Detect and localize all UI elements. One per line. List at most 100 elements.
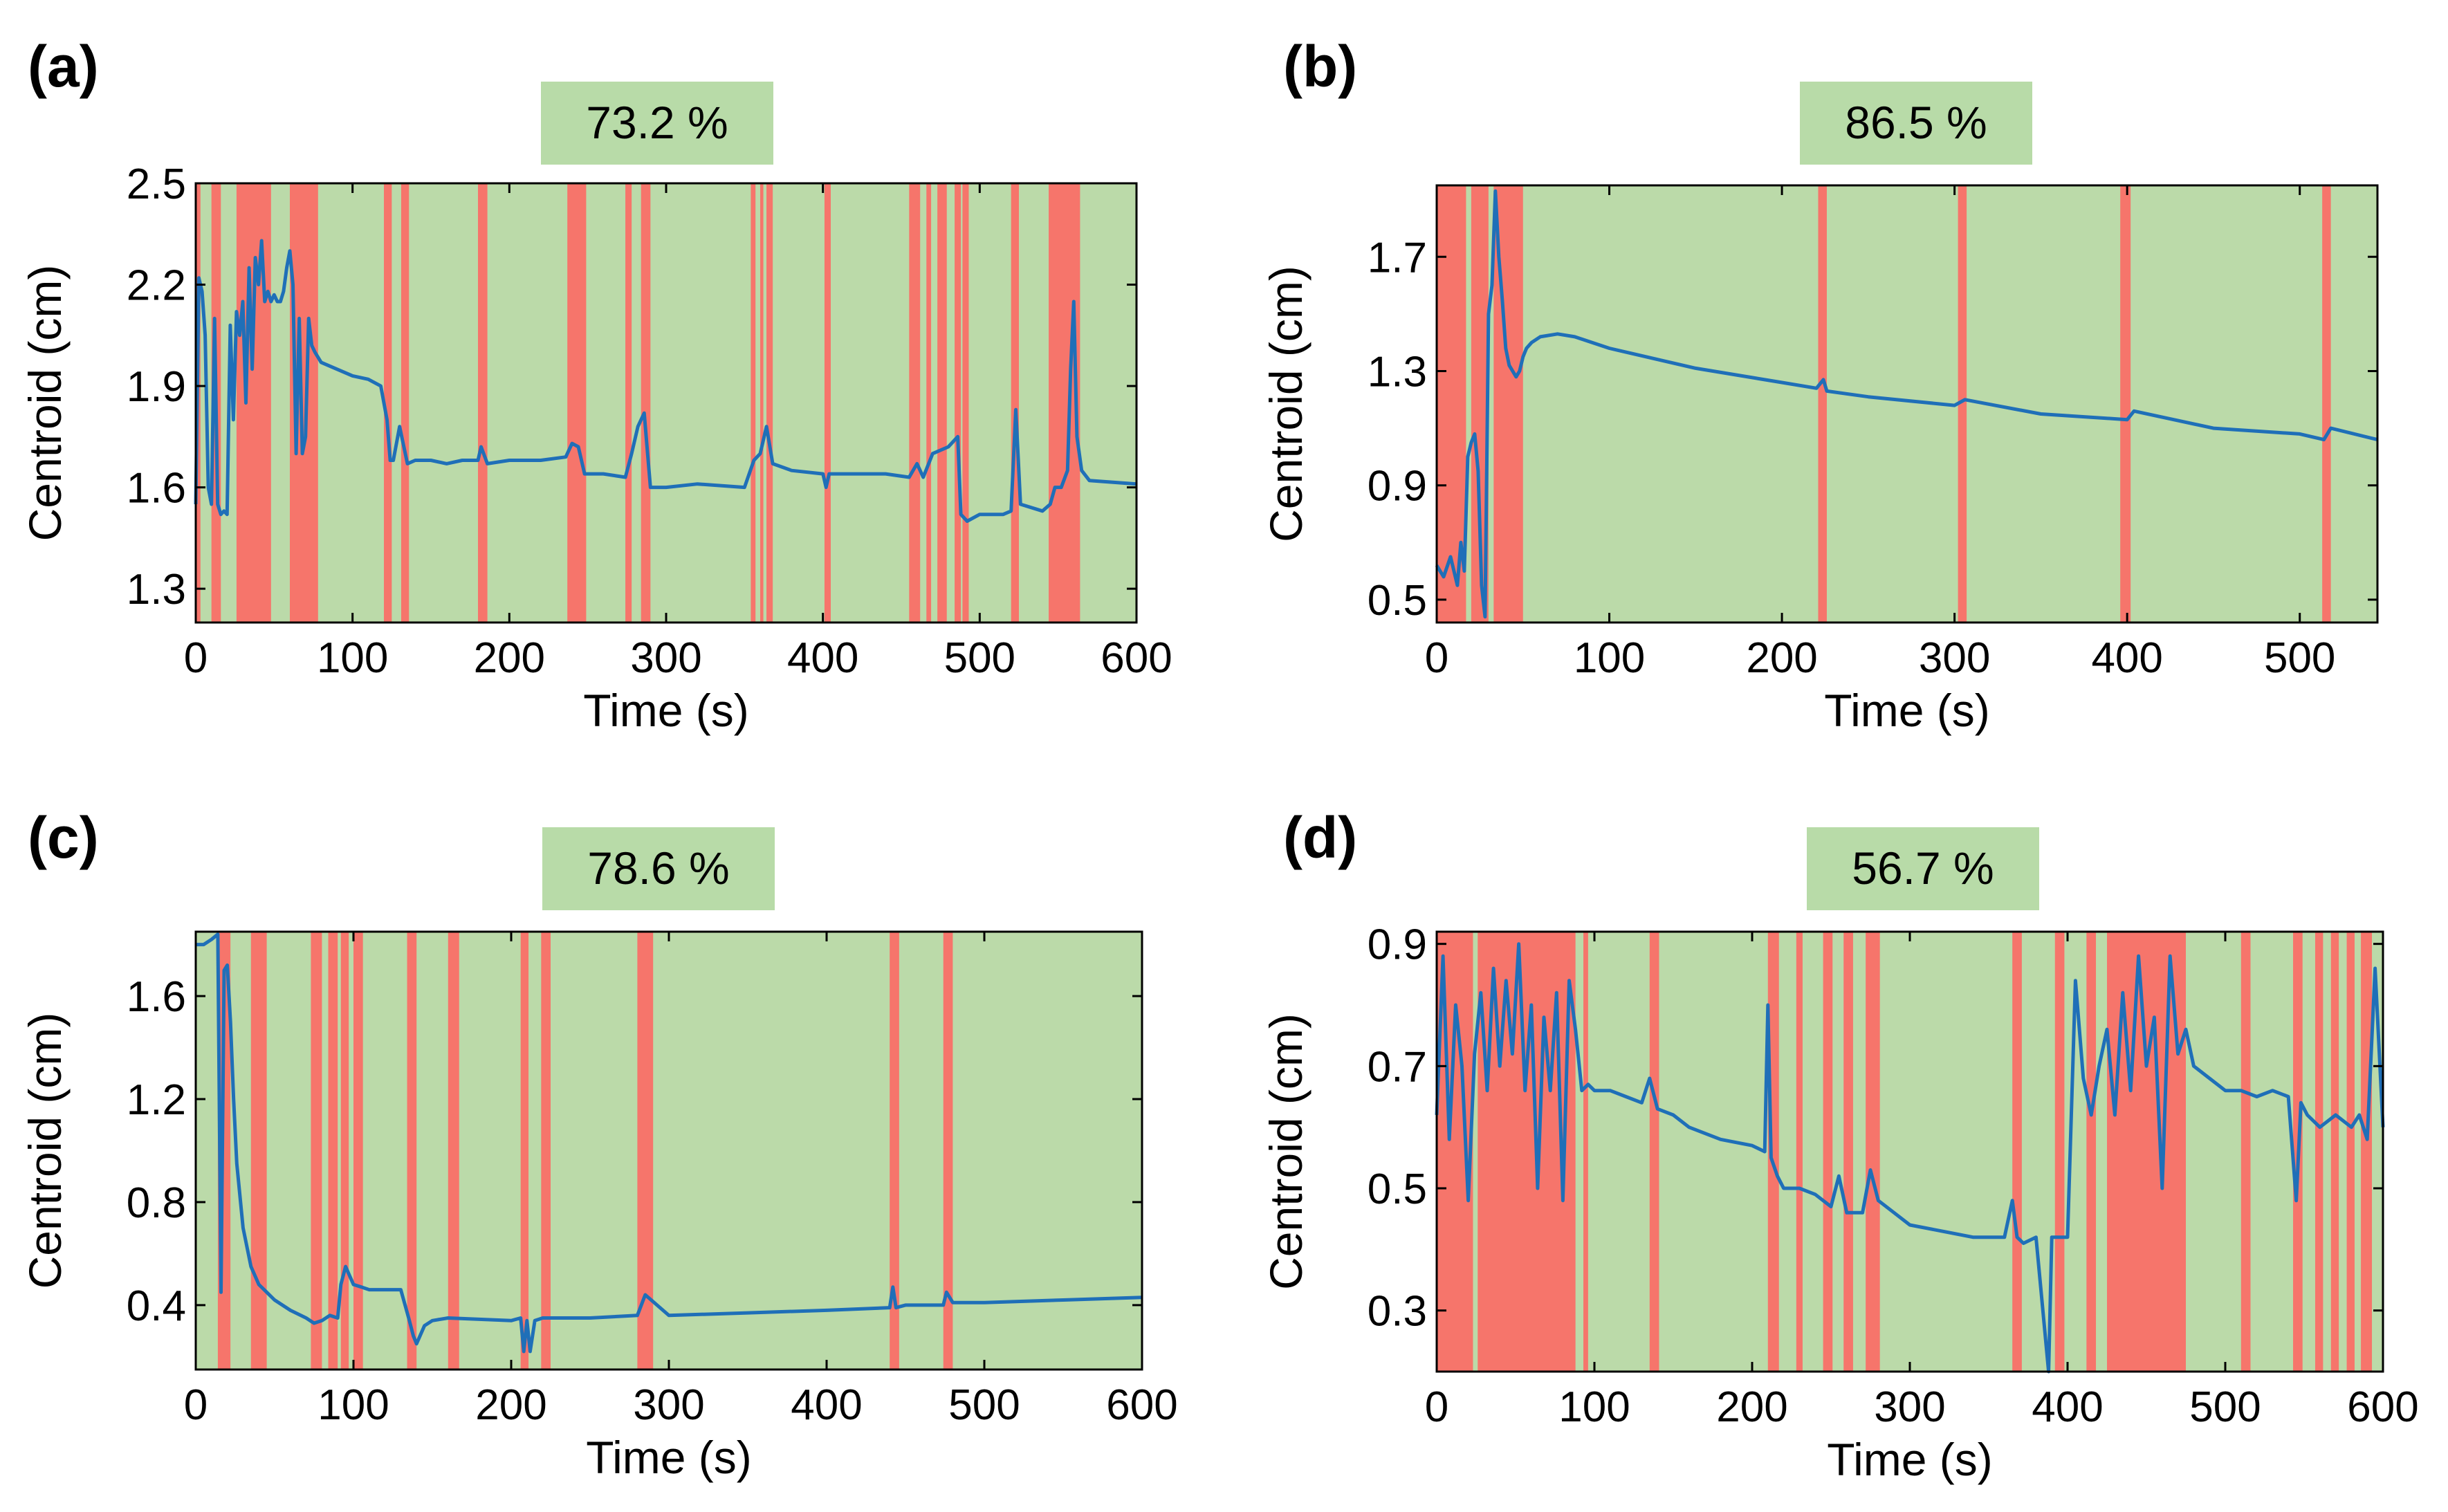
- series-line: [194, 239, 1137, 523]
- red-interval: [1478, 932, 1576, 1372]
- x-tick-label: 100: [1558, 1383, 1630, 1431]
- y-tick-label: 1.3: [1368, 348, 1427, 396]
- x-axis-label: Time (s): [586, 1432, 752, 1483]
- red-interval: [2346, 932, 2355, 1372]
- red-interval: [236, 183, 271, 623]
- red-interval: [937, 183, 947, 623]
- red-interval: [909, 183, 921, 623]
- accuracy-badge: 73.2 %: [541, 82, 773, 165]
- red-interval: [641, 183, 651, 623]
- accuracy-badge-bg: [1807, 827, 2039, 910]
- x-tick-label: 0: [1425, 1383, 1448, 1431]
- red-interval: [407, 932, 417, 1370]
- x-tick-label: 300: [1874, 1383, 1945, 1431]
- red-interval: [926, 183, 932, 623]
- x-tick-label: 400: [2032, 1383, 2103, 1431]
- red-interval: [2322, 185, 2331, 623]
- accuracy-badge-bg: [1800, 82, 2032, 165]
- y-tick-label: 0.5: [1368, 577, 1427, 625]
- red-interval: [2330, 932, 2339, 1372]
- x-tick-label: 600: [2347, 1383, 2418, 1431]
- red-interval: [751, 183, 756, 623]
- panel-label: (b): [1283, 34, 1357, 99]
- red-interval: [824, 183, 831, 623]
- accuracy-badge-text: 78.6 %: [587, 842, 729, 894]
- y-tick-label: 1.6: [127, 465, 186, 513]
- y-tick-label: 0.9: [1368, 463, 1427, 510]
- y-tick-label: 2.5: [127, 160, 186, 208]
- accuracy-badge: 56.7 %: [1807, 827, 2039, 910]
- y-axis-label: Centroid (cm): [1260, 1013, 1312, 1290]
- panel-a: (a) 73.2 % 0 100 200 300 400 500 600 1.3 1.6 1.9 2.2…: [19, 34, 1172, 736]
- red-interval: [311, 932, 322, 1370]
- series-line: [196, 932, 1143, 1354]
- x-tick-label: 0: [184, 634, 208, 682]
- x-tick-label: 400: [787, 634, 858, 682]
- x-tick-label: 400: [791, 1381, 862, 1429]
- red-interval: [448, 932, 459, 1370]
- x-tick-label: 300: [630, 634, 701, 682]
- red-interval: [760, 183, 764, 623]
- x-tick-label: 500: [944, 634, 1015, 682]
- y-axis-label: Centroid (cm): [19, 265, 71, 542]
- x-tick-label: 300: [633, 1381, 704, 1429]
- red-interval: [1767, 932, 1779, 1372]
- x-tick-label: 200: [474, 634, 545, 682]
- series-line: [1435, 942, 2385, 1374]
- red-interval: [1866, 932, 1880, 1372]
- plot-background: [196, 183, 1136, 623]
- y-tick-label: 1.3: [127, 566, 186, 614]
- x-tick-label: 500: [2189, 1383, 2261, 1431]
- x-tick-label: 600: [1106, 1381, 1177, 1429]
- accuracy-badge-text: 56.7 %: [1852, 842, 1994, 894]
- red-interval: [2054, 932, 2065, 1372]
- y-tick-label: 0.8: [127, 1179, 186, 1227]
- y-tick-label: 0.4: [127, 1282, 186, 1330]
- plot-background: [1437, 932, 2383, 1372]
- red-interval: [2314, 932, 2323, 1372]
- red-interval: [2012, 932, 2022, 1372]
- y-axis-label: Centroid (cm): [19, 1013, 71, 1289]
- red-interval: [890, 932, 899, 1370]
- y-tick-label: 2.2: [127, 262, 186, 310]
- panel-label: (d): [1283, 805, 1357, 870]
- x-tick-label: 200: [1716, 1383, 1787, 1431]
- red-interval: [625, 183, 632, 623]
- panel-label: (a): [28, 34, 99, 99]
- x-tick-label: 100: [317, 1381, 389, 1429]
- x-tick-label: 500: [2264, 634, 2335, 682]
- red-interval: [943, 932, 953, 1370]
- red-interval: [955, 183, 961, 623]
- panel-label: (c): [28, 805, 99, 870]
- panel-d: (d) 56.7 % 0 100 200 300 400 500 600 0.3 0.5 0.7 0.9…: [1260, 805, 2419, 1485]
- y-axis-label: Centroid (cm): [1260, 266, 1312, 542]
- y-tick-label: 0.7: [1368, 1043, 1427, 1091]
- red-interval: [1843, 932, 1853, 1372]
- red-interval: [766, 183, 773, 623]
- red-interval: [962, 183, 969, 623]
- red-interval: [637, 932, 654, 1370]
- x-axis-label: Time (s): [583, 685, 749, 736]
- red-interval: [1011, 183, 1019, 623]
- x-axis-label: Time (s): [1827, 1434, 1993, 1485]
- x-tick-label: 0: [184, 1381, 208, 1429]
- accuracy-badge-text: 86.5 %: [1845, 97, 1987, 148]
- red-interval: [328, 932, 338, 1370]
- red-interval: [478, 183, 488, 623]
- x-tick-label: 200: [475, 1381, 546, 1429]
- red-interval: [2120, 185, 2131, 623]
- x-tick-label: 400: [2091, 634, 2162, 682]
- red-interval: [567, 183, 587, 623]
- y-tick-label: 1.9: [127, 363, 186, 411]
- y-tick-label: 0.9: [1368, 921, 1427, 969]
- red-interval: [520, 932, 529, 1370]
- red-interval: [401, 183, 409, 623]
- red-interval: [1649, 932, 1659, 1372]
- y-tick-label: 1.2: [127, 1076, 186, 1124]
- red-interval: [1958, 185, 1967, 623]
- red-interval: [2361, 932, 2373, 1372]
- accuracy-badge: 86.5 %: [1800, 82, 2032, 165]
- x-tick-label: 100: [317, 634, 388, 682]
- axes-frame: [1435, 184, 2379, 624]
